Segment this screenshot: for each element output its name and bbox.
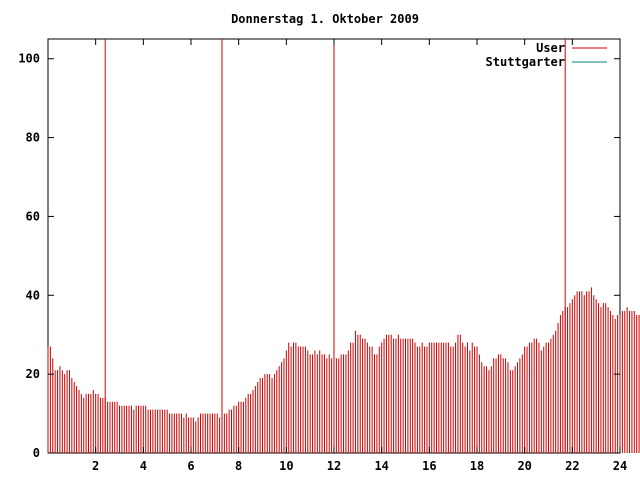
x-axis: 2 4 6 8 10 12 14 16 18 20 22 24 <box>92 39 627 473</box>
chart-title: Donnerstag 1. Oktober 2009 <box>231 12 419 26</box>
y-tick-label: 0 <box>33 446 40 460</box>
y-tick-label: 100 <box>18 52 40 66</box>
y-tick-label: 60 <box>26 209 40 223</box>
x-tick-label: 8 <box>235 459 242 473</box>
y-tick-label: 20 <box>26 367 40 381</box>
legend: User Stuttgarter <box>486 41 607 69</box>
x-tick-label: 12 <box>327 459 341 473</box>
x-tick-label: 14 <box>374 459 388 473</box>
x-tick-label: 24 <box>613 459 627 473</box>
x-tick-label: 22 <box>565 459 579 473</box>
x-tick-label: 2 <box>92 459 99 473</box>
x-tick-label: 18 <box>470 459 484 473</box>
x-tick-label: 10 <box>279 459 293 473</box>
legend-label-user: User <box>536 41 565 55</box>
bars-user <box>47 287 640 453</box>
vertical-markers <box>104 39 566 453</box>
x-tick-label: 4 <box>140 459 147 473</box>
y-tick-label: 40 <box>26 288 40 302</box>
y-axis: 0 20 40 60 80 100 <box>18 52 620 460</box>
y-tick-label: 80 <box>26 131 40 145</box>
legend-label-stuttgarter: Stuttgarter <box>486 55 565 69</box>
x-tick-label: 6 <box>187 459 194 473</box>
x-tick-label: 16 <box>422 459 436 473</box>
x-tick-label: 20 <box>517 459 531 473</box>
